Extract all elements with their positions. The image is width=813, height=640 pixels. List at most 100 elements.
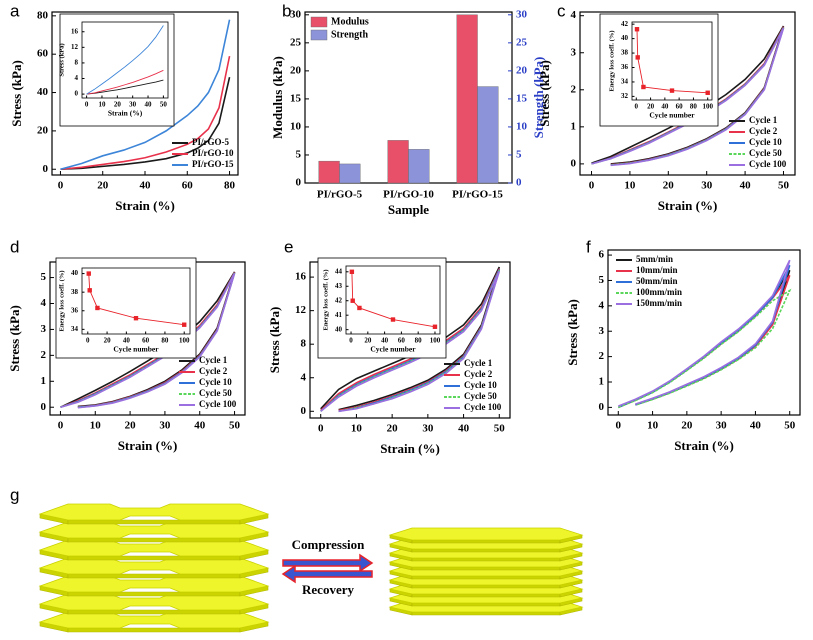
plot-frame: [579, 11, 796, 176]
y2-tick-label: 5: [516, 148, 522, 160]
bar: [339, 163, 361, 184]
data-point: [357, 305, 362, 311]
legend-label: Modulus: [331, 16, 369, 27]
data-line: [60, 55, 231, 171]
panel-label: a: [10, 1, 20, 20]
data-line: [60, 19, 231, 171]
y-tick-label: 40: [335, 325, 343, 333]
legend-label: Cycle 100: [199, 399, 237, 409]
y-tick-label: 0: [43, 163, 49, 175]
y2-tick-label: 20: [516, 64, 528, 76]
data-point: [432, 324, 438, 329]
x-tick-label: 40: [740, 180, 752, 192]
x-tick-label: 80: [161, 337, 169, 345]
x-tick-label: 0: [616, 420, 622, 432]
x-tick-label: 0: [58, 420, 64, 432]
forward-label: Compression: [292, 537, 365, 552]
data-point: [635, 55, 640, 60]
bar: [408, 149, 430, 184]
x-tick-label: 40: [123, 337, 131, 345]
x-tick-label: PI/rGO-15: [452, 189, 503, 201]
bar: [318, 160, 340, 184]
y-axis-label: Energy loss coeff. (%): [608, 30, 615, 91]
x-tick-label: 20: [681, 420, 693, 432]
y-axis-label: Stress (kPa): [9, 60, 24, 127]
x-tick-label: 20: [387, 423, 399, 435]
uncompressed-stack: [39, 503, 269, 633]
data-line: [591, 27, 785, 167]
legend-label: 10mm/min: [636, 265, 678, 275]
x-tick-label: 50: [229, 420, 241, 432]
data-line: [617, 288, 792, 409]
y-tick-label: 60: [37, 48, 49, 60]
data-point: [133, 315, 139, 321]
x-tick-label: 10: [351, 423, 363, 435]
x-tick-label: 0: [635, 103, 639, 111]
x-tick-label: 60: [398, 337, 406, 345]
y-tick-label: 41: [335, 311, 343, 319]
data-point: [641, 84, 646, 90]
x-tick-label: 40: [194, 420, 206, 432]
x-axis-label: Strain (%): [115, 198, 175, 213]
y-tick-label: 2: [41, 349, 47, 361]
y-tick-label: 16: [295, 271, 307, 283]
y-axis-label: Stress (kPa): [7, 305, 22, 372]
panel-label: g: [10, 485, 19, 504]
x-axis-label: Cycle number: [370, 345, 416, 354]
x-tick-label: 60: [676, 103, 684, 111]
x-axis-label: Strain (%): [674, 438, 734, 453]
data-point: [390, 317, 396, 322]
data-point: [86, 271, 91, 276]
y-tick-label: 0: [296, 177, 302, 189]
data-point: [669, 88, 675, 93]
legend-label: Cycle 100: [749, 159, 787, 169]
x-tick-label: 40: [145, 101, 153, 109]
inset-frame: [59, 13, 175, 127]
legend-label: Cycle 10: [464, 380, 497, 390]
inset-frame: [599, 13, 719, 127]
x-tick-label: 50: [160, 101, 168, 109]
y-tick-label: 0: [301, 405, 307, 417]
x-tick-label: 40: [140, 180, 152, 192]
y-axis-label: Modulus (kPa): [270, 56, 285, 139]
x-axis-label: Cycle number: [113, 345, 159, 354]
legend-label: Cycle 100: [464, 402, 502, 412]
legend-label: Cycle 1: [464, 358, 493, 368]
data-line: [60, 77, 231, 171]
legend-label: PI/rGO-15: [192, 159, 234, 169]
data-line: [86, 79, 164, 95]
y-tick-label: 4: [599, 299, 605, 311]
legend-label: 100mm/min: [636, 287, 682, 297]
y-tick-label: 0: [599, 401, 605, 413]
y-tick-label: 36: [621, 63, 629, 71]
y-axis-label: Energy loss coeff. (%): [322, 269, 329, 330]
y-axis-label: Stress (kPa): [58, 43, 65, 76]
arrow-backward: [281, 564, 373, 584]
y-tick-label: 36: [71, 306, 79, 314]
y-tick-label: 1: [599, 376, 605, 388]
legend-label: 5mm/min: [636, 254, 673, 264]
x-tick-label: 60: [142, 337, 150, 345]
plot-frame: [631, 21, 713, 101]
x-tick-label: 50: [784, 420, 796, 432]
x-tick-label: PI/rGO-10: [383, 189, 434, 201]
x-tick-label: 60: [182, 180, 194, 192]
x-tick-label: PI/rGO-5: [317, 189, 363, 201]
x-tick-label: 40: [458, 423, 470, 435]
x-tick-label: 100: [702, 103, 713, 111]
y-tick-label: 4: [301, 371, 307, 383]
y-axis-label: Stress (kPa): [267, 307, 282, 374]
y-tick-label: 12: [295, 304, 307, 316]
x-tick-label: 0: [318, 423, 324, 435]
x-tick-label: 20: [647, 103, 655, 111]
y-tick-label: 20: [290, 64, 302, 76]
y-tick-label: 5: [599, 274, 605, 286]
plot-frame: [81, 267, 191, 335]
y2-tick-label: 25: [516, 36, 528, 48]
y-axis-label: Stress (kPa): [537, 60, 552, 127]
x-tick-label: 10: [90, 420, 102, 432]
legend-label: Cycle 2: [199, 366, 228, 376]
data-point: [350, 298, 355, 303]
panel-label: f: [586, 237, 591, 256]
legend-label: Cycle 50: [464, 391, 497, 401]
